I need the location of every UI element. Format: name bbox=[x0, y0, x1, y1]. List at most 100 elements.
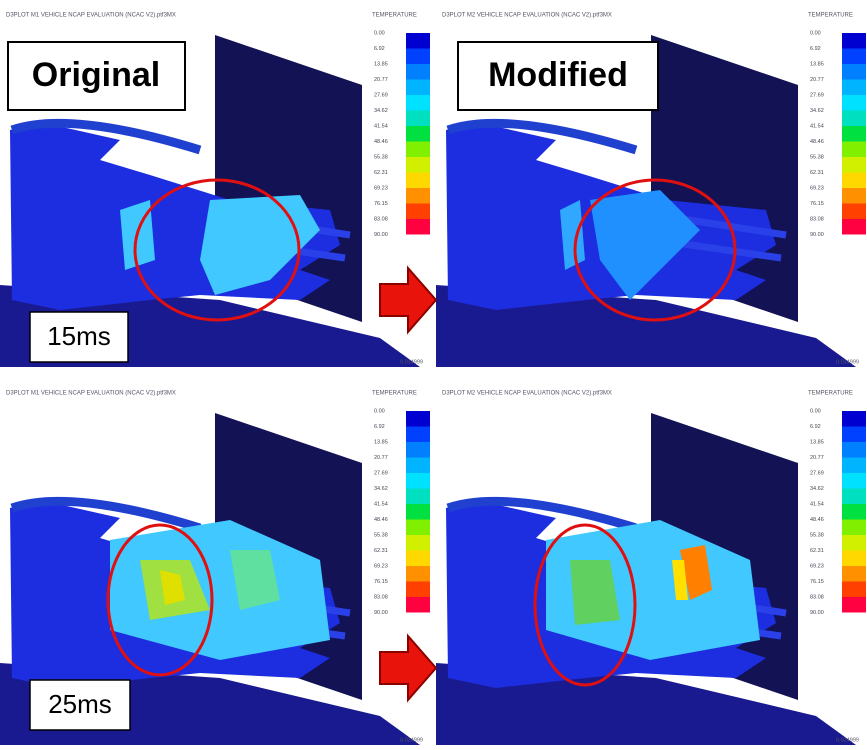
legend-label: 6.92 bbox=[374, 424, 385, 430]
legend-swatch bbox=[406, 33, 430, 49]
legend-swatch bbox=[842, 204, 866, 220]
legend-label: 48.46 bbox=[374, 139, 388, 145]
legend-swatch bbox=[406, 566, 430, 582]
legend-swatch bbox=[406, 535, 430, 551]
label: 15ms bbox=[47, 321, 111, 351]
legend-swatch bbox=[842, 458, 866, 474]
legend-label: 62.31 bbox=[374, 170, 388, 176]
legend-label: 55.38 bbox=[810, 532, 824, 538]
legend-swatch bbox=[842, 33, 866, 49]
legend-swatch bbox=[842, 551, 866, 567]
legend-label: 41.54 bbox=[810, 123, 824, 129]
panel-header: D3PLOT M1 VEHICLE NCAP EVALUATION (NCAC … bbox=[6, 391, 176, 397]
legend-label: 83.08 bbox=[810, 594, 824, 600]
legend-label: 20.77 bbox=[810, 455, 824, 461]
legend-label: 90.00 bbox=[374, 610, 388, 616]
legend-label: 55.38 bbox=[374, 532, 388, 538]
legend-swatch bbox=[842, 80, 866, 96]
legend-label: 13.85 bbox=[374, 439, 388, 445]
legend-swatch bbox=[842, 173, 866, 189]
legend-title: TEMPERATURE bbox=[808, 391, 853, 397]
legend-swatch bbox=[406, 489, 430, 505]
legend-swatch bbox=[406, 473, 430, 489]
legend-swatch bbox=[406, 173, 430, 189]
legend-swatch bbox=[406, 520, 430, 536]
legend-label: 20.77 bbox=[374, 77, 388, 83]
legend-label: 48.46 bbox=[374, 517, 388, 523]
legend-swatch bbox=[842, 566, 866, 582]
legend-label: 76.15 bbox=[810, 579, 824, 585]
legend-swatch bbox=[842, 535, 866, 551]
legend-swatch bbox=[842, 489, 866, 505]
legend-swatch bbox=[842, 126, 866, 142]
legend-title: TEMPERATURE bbox=[372, 391, 417, 397]
label: Modified bbox=[488, 56, 628, 94]
legend-swatch bbox=[842, 157, 866, 173]
time-stamp: 0.024999 bbox=[400, 737, 423, 743]
legend-swatch bbox=[406, 597, 430, 613]
legend-label: 90.00 bbox=[810, 232, 824, 238]
legend-label: 69.23 bbox=[810, 185, 824, 191]
legend-label: 41.54 bbox=[374, 501, 388, 507]
legend-swatch bbox=[406, 157, 430, 173]
legend-swatch bbox=[406, 582, 430, 598]
legend-swatch bbox=[842, 219, 866, 235]
legend-label: 83.08 bbox=[374, 594, 388, 600]
legend-swatch bbox=[406, 126, 430, 142]
legend-swatch bbox=[406, 204, 430, 220]
legend-swatch bbox=[406, 411, 430, 427]
legend-swatch bbox=[406, 551, 430, 567]
legend-label: 13.85 bbox=[810, 439, 824, 445]
legend-label: 6.92 bbox=[374, 46, 385, 52]
legend-swatch bbox=[406, 80, 430, 96]
legend-swatch bbox=[842, 111, 866, 127]
legend-swatch bbox=[842, 520, 866, 536]
legend-label: 69.23 bbox=[374, 185, 388, 191]
legend-swatch bbox=[842, 597, 866, 613]
legend-swatch bbox=[842, 504, 866, 520]
legend-label: 34.62 bbox=[374, 108, 388, 114]
legend-label: 13.85 bbox=[810, 61, 824, 67]
legend-swatch bbox=[406, 458, 430, 474]
legend-label: 48.46 bbox=[810, 517, 824, 523]
legend-swatch bbox=[406, 95, 430, 111]
legend-swatch bbox=[406, 142, 430, 158]
legend-swatch bbox=[842, 427, 866, 443]
legend-label: 34.62 bbox=[810, 486, 824, 492]
legend-swatch bbox=[842, 49, 866, 65]
figure: D3PLOT M1 VEHICLE NCAP EVALUATION (NCAC … bbox=[0, 0, 867, 745]
legend-swatch bbox=[406, 64, 430, 80]
time-stamp: 0.024999 bbox=[836, 737, 859, 743]
legend-swatch bbox=[406, 427, 430, 443]
legend-swatch bbox=[842, 473, 866, 489]
legend-label: 0.00 bbox=[810, 408, 821, 414]
legend-label: 27.69 bbox=[810, 92, 824, 98]
time-stamp: 0.014999 bbox=[400, 359, 423, 365]
label: 25ms bbox=[48, 689, 112, 719]
legend-label: 13.85 bbox=[374, 61, 388, 67]
legend-swatch bbox=[842, 411, 866, 427]
legend-label: 41.54 bbox=[810, 501, 824, 507]
legend-label: 0.00 bbox=[810, 30, 821, 36]
panel-header: D3PLOT M1 VEHICLE NCAP EVALUATION (NCAC … bbox=[6, 13, 176, 19]
legend-swatch bbox=[842, 442, 866, 458]
panel-header: D3PLOT M2 VEHICLE NCAP EVALUATION (NCAC … bbox=[442, 13, 612, 19]
legend-swatch bbox=[406, 504, 430, 520]
legend-title: TEMPERATURE bbox=[372, 13, 417, 19]
legend-label: 76.15 bbox=[374, 201, 388, 207]
legend-label: 6.92 bbox=[810, 46, 821, 52]
legend-label: 34.62 bbox=[374, 486, 388, 492]
legend-label: 69.23 bbox=[374, 563, 388, 569]
legend-label: 20.77 bbox=[810, 77, 824, 83]
legend-swatch bbox=[842, 64, 866, 80]
legend-label: 90.00 bbox=[374, 232, 388, 238]
legend-label: 76.15 bbox=[810, 201, 824, 207]
time-stamp: 0.014999 bbox=[836, 359, 859, 365]
legend-swatch bbox=[842, 95, 866, 111]
panel-header: D3PLOT M2 VEHICLE NCAP EVALUATION (NCAC … bbox=[442, 391, 612, 397]
legend-swatch bbox=[842, 582, 866, 598]
legend-swatch bbox=[406, 188, 430, 204]
legend-label: 62.31 bbox=[374, 548, 388, 554]
legend-swatch bbox=[406, 219, 430, 235]
legend-label: 83.08 bbox=[810, 216, 824, 222]
